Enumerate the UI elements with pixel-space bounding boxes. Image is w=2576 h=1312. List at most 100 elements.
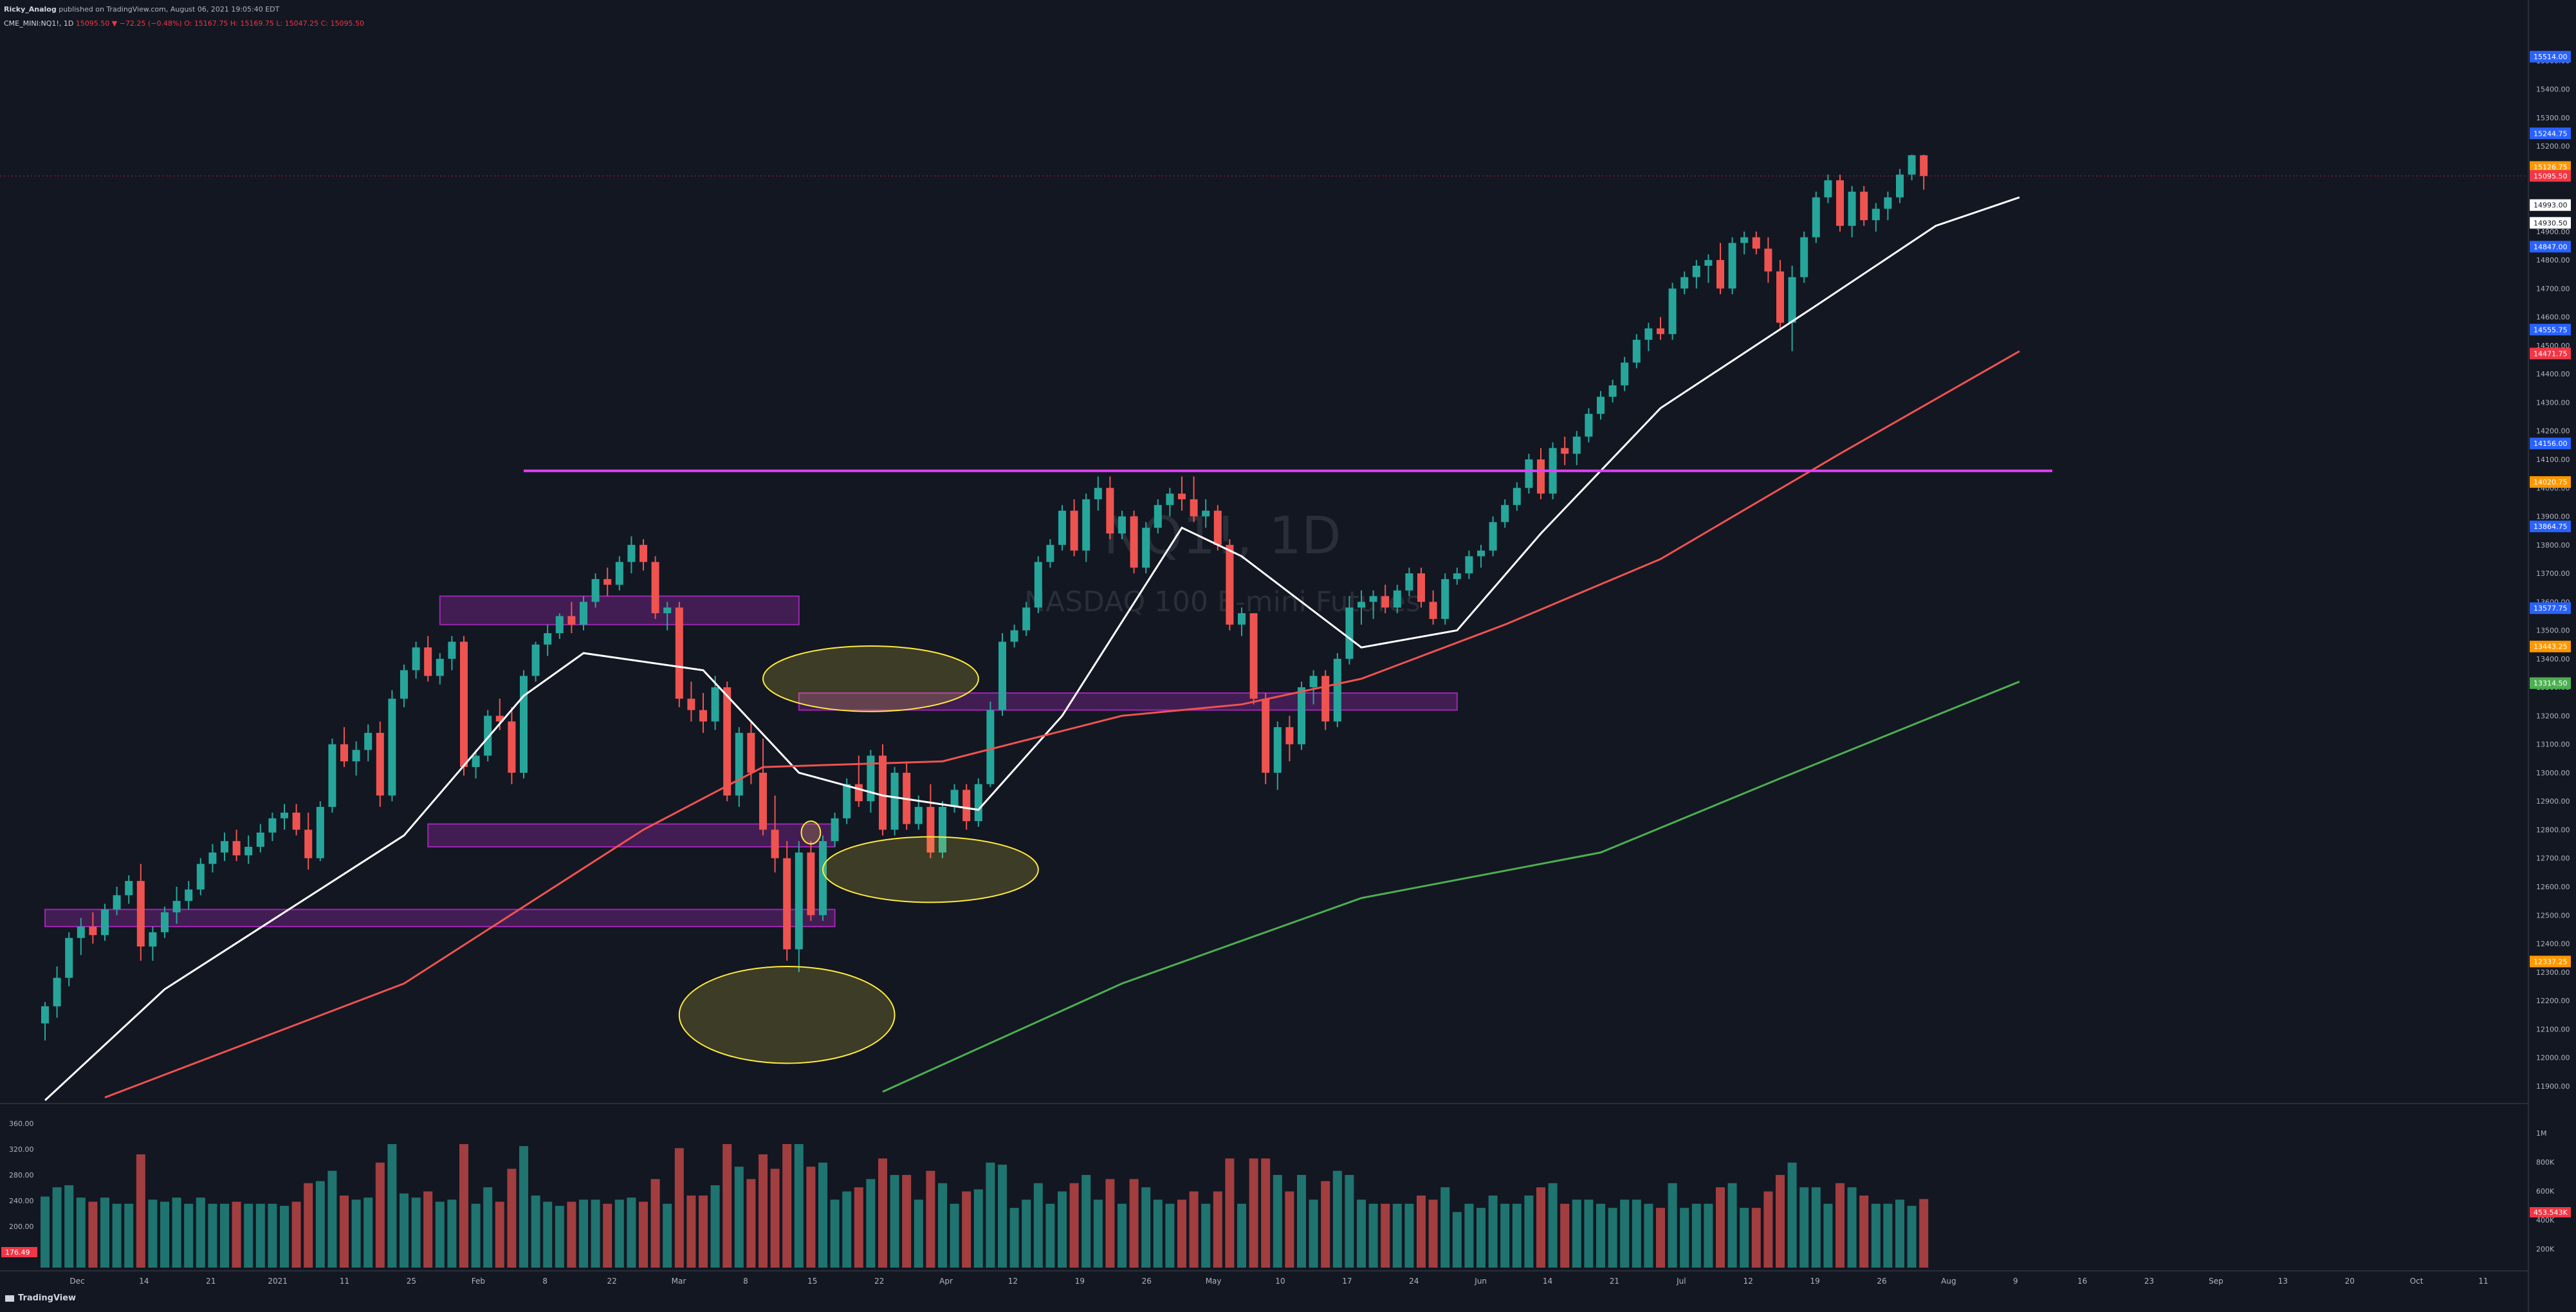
volume-bar	[555, 1206, 564, 1268]
volume-bar	[1237, 1203, 1246, 1268]
volume-bar	[1656, 1208, 1665, 1268]
volume-bar	[1536, 1187, 1545, 1268]
candle-body	[1381, 596, 1390, 608]
time-tick-label: Jun	[1474, 1277, 1487, 1286]
price-marker	[2530, 476, 2571, 488]
time-tick-label: 17	[1342, 1277, 1352, 1286]
candle-body	[460, 642, 468, 768]
candle-body	[136, 881, 145, 947]
volume-bar	[1608, 1208, 1617, 1268]
volume-right-label: 400K	[2536, 1216, 2555, 1224]
candle-body	[340, 744, 348, 762]
volume-bar	[471, 1203, 481, 1268]
candle-body	[1884, 197, 1892, 209]
time-tick-label: 23	[2144, 1277, 2154, 1286]
volume-bar	[1560, 1203, 1570, 1268]
price-marker	[2530, 170, 2571, 182]
candle-body	[1836, 180, 1844, 226]
candle-body	[328, 744, 336, 808]
support-zone	[798, 692, 1458, 711]
tradingview-logo[interactable]: TradingView	[5, 1293, 76, 1303]
candle-body	[687, 698, 695, 710]
price-marker-label: 13577.75	[2534, 604, 2568, 613]
volume-bar	[340, 1196, 349, 1268]
candle-body	[412, 647, 420, 670]
candle-body	[1142, 528, 1150, 568]
candle-body	[651, 562, 659, 614]
volume-bar	[1428, 1199, 1438, 1268]
candle-body	[986, 710, 995, 784]
price-change: ▼ −72.25 (−0.48%)	[111, 19, 182, 28]
volume-bar	[1668, 1183, 1677, 1268]
candle-body	[1285, 727, 1294, 744]
brand-name: TradingView	[18, 1293, 77, 1303]
moving-averages	[44, 196, 2020, 1102]
candle-body	[1465, 556, 1473, 574]
candle-body	[1788, 277, 1796, 323]
candle-body	[1429, 602, 1437, 619]
chart-header: Ricky_Analog published on TradingView.co…	[4, 3, 364, 31]
time-tick-label: 19	[1810, 1277, 1819, 1286]
time-tick-label: Apr	[939, 1277, 953, 1286]
volume-bar	[1261, 1158, 1271, 1268]
candle-body	[580, 602, 587, 625]
candle-body	[1477, 550, 1485, 557]
candle-body	[1597, 396, 1605, 414]
candle-body	[65, 938, 73, 978]
price-tick-label: 14200.00	[2536, 427, 2570, 436]
volume-bar	[1644, 1203, 1653, 1268]
candle-body	[962, 790, 971, 822]
candle-body	[1273, 727, 1282, 773]
symbol-label[interactable]: CME_MINI:NQ1!, 1D	[4, 19, 74, 28]
open-value: O: 15167.75	[184, 19, 228, 28]
volume-bar	[363, 1197, 373, 1268]
volume-bar	[722, 1144, 732, 1268]
volume-bar	[1141, 1187, 1151, 1268]
price-marker-label: 14020.75	[2534, 478, 2568, 486]
candles[interactable]	[41, 154, 1928, 1041]
volume-pane[interactable]: 360.00320.00280.00240.00200.00160.001M80…	[1, 1120, 2571, 1268]
volume-bar	[1440, 1187, 1450, 1268]
volume-left-marker	[1, 1247, 37, 1257]
price-marker-label: 15244.75	[2534, 129, 2568, 138]
candle-body	[591, 578, 600, 602]
candle-body	[281, 812, 288, 818]
candle-body	[484, 716, 492, 756]
candle-body	[1860, 191, 1868, 221]
volume-bar	[1632, 1199, 1641, 1268]
candle-body	[1345, 607, 1354, 659]
volume-bar	[1763, 1191, 1773, 1268]
candle-body	[1178, 494, 1186, 499]
volume-bar	[1381, 1203, 1390, 1268]
price-marker-label: 13443.25	[2534, 643, 2568, 651]
volume-bar	[1464, 1203, 1474, 1268]
price-tick-label: 12700.00	[2536, 855, 2570, 863]
price-tick-label: 12400.00	[2536, 940, 2570, 948]
time-tick-label: 2021	[268, 1277, 288, 1286]
ema200-line	[882, 680, 2020, 1093]
volume-bar	[854, 1187, 863, 1268]
author-name[interactable]: Ricky_Analog	[4, 5, 57, 14]
volume-bar	[1620, 1199, 1630, 1268]
price-marker	[2530, 51, 2571, 63]
price-marker	[2530, 640, 2571, 652]
volume-bar	[1452, 1212, 1462, 1268]
volume-bar	[1105, 1179, 1115, 1268]
volume-bar	[1058, 1191, 1067, 1268]
price-marker-label: 13864.75	[2534, 522, 2568, 531]
time-tick-label: 10	[1275, 1277, 1285, 1286]
candle-body	[400, 670, 408, 699]
volume-bar	[1093, 1199, 1103, 1268]
highlight-ellipse	[678, 965, 896, 1064]
price-marker	[2530, 956, 2571, 968]
support-zone	[427, 823, 836, 848]
candle-body	[1632, 340, 1641, 363]
candle-body	[831, 818, 839, 842]
candle-body	[747, 732, 755, 773]
volume-bar	[1512, 1203, 1522, 1268]
candle-body	[735, 732, 743, 796]
candle-body	[1166, 494, 1174, 505]
